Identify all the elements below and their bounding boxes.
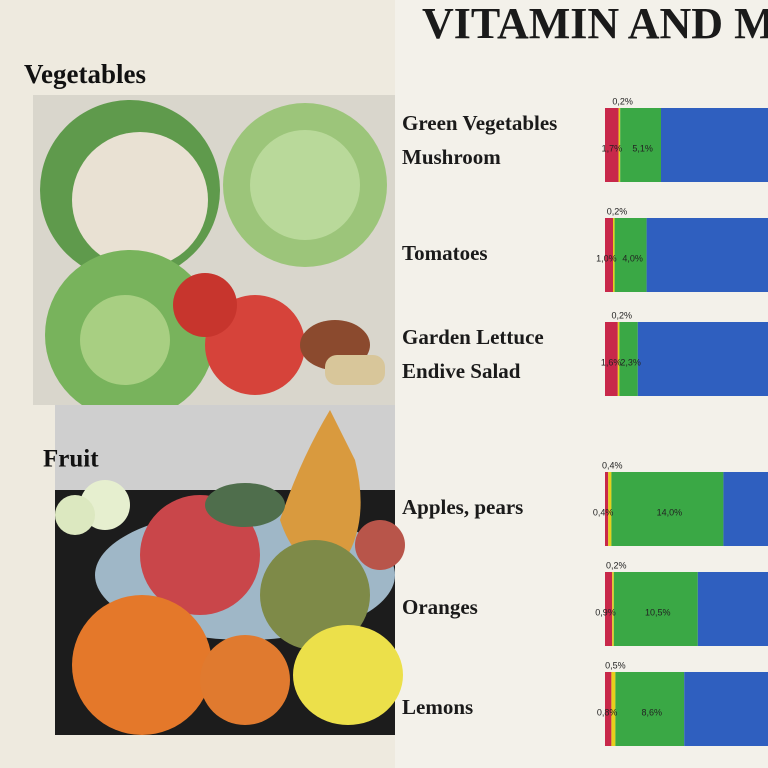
value-label: 4,0% [622, 253, 643, 263]
bar-segment [617, 322, 620, 396]
bar-remainder [646, 218, 768, 292]
row-name: Endive Salad [402, 359, 521, 383]
value-label: 10,5% [645, 607, 671, 617]
value-label: 0,2% [606, 560, 627, 570]
value-label: 0,4% [593, 507, 614, 517]
poster-title: VITAMIN AND M [422, 0, 768, 48]
bar-remainder [661, 108, 768, 182]
value-label: 0,2% [612, 310, 633, 320]
section-label: Fruit [43, 446, 99, 473]
value-label: 0,8% [597, 707, 618, 717]
value-label: 0,2% [612, 96, 633, 106]
bar-segment [615, 672, 685, 746]
bar-segment [611, 472, 724, 546]
value-label: 5,1% [632, 143, 653, 153]
value-label: 0,4% [602, 460, 623, 470]
vegetables-illustration [33, 95, 395, 420]
bar-rows: Green Vegetables Mushroom 0,2% 1,7% 5,1% Toma… [402, 96, 768, 746]
row-name: Oranges [402, 595, 478, 619]
value-label: 0,2% [607, 206, 628, 216]
bar-segment [611, 672, 616, 746]
value-label: 1,7% [602, 143, 623, 153]
section-label: Vegetables [24, 59, 146, 89]
bar-segment [605, 672, 612, 746]
bar-segment [605, 322, 618, 396]
bar-segment [619, 322, 638, 396]
bar-segment [620, 108, 661, 182]
bar-segment [612, 572, 614, 646]
row-name: Mushroom [402, 145, 501, 169]
value-label: 0,5% [605, 660, 626, 670]
bar-segment [608, 472, 612, 546]
bar-segment [605, 472, 609, 546]
row-name: Tomatoes [402, 241, 488, 265]
bar-segment [605, 108, 619, 182]
bar-segment [613, 572, 698, 646]
value-label: 14,0% [657, 507, 683, 517]
bar-segment [614, 218, 647, 292]
bar-remainder [637, 322, 768, 396]
row-name: Lemons [402, 695, 473, 719]
bar-segment [613, 218, 615, 292]
bar-segment [605, 218, 613, 292]
value-label: 2,3% [620, 357, 641, 367]
bar-remainder [697, 572, 768, 646]
bar-remainder [684, 672, 768, 746]
fruit-illustration [55, 405, 405, 735]
value-label: 1,6% [601, 357, 622, 367]
value-label: 0,9% [595, 607, 616, 617]
row-name: Apples, pears [402, 495, 523, 519]
value-label: 8,6% [642, 707, 663, 717]
bar-remainder [723, 472, 768, 546]
bar-segment [605, 572, 613, 646]
value-label: 1,0% [596, 253, 617, 263]
bar-segment [618, 108, 621, 182]
row-name: Garden Lettuce [402, 325, 544, 349]
row-name: Green Vegetables [402, 111, 557, 135]
